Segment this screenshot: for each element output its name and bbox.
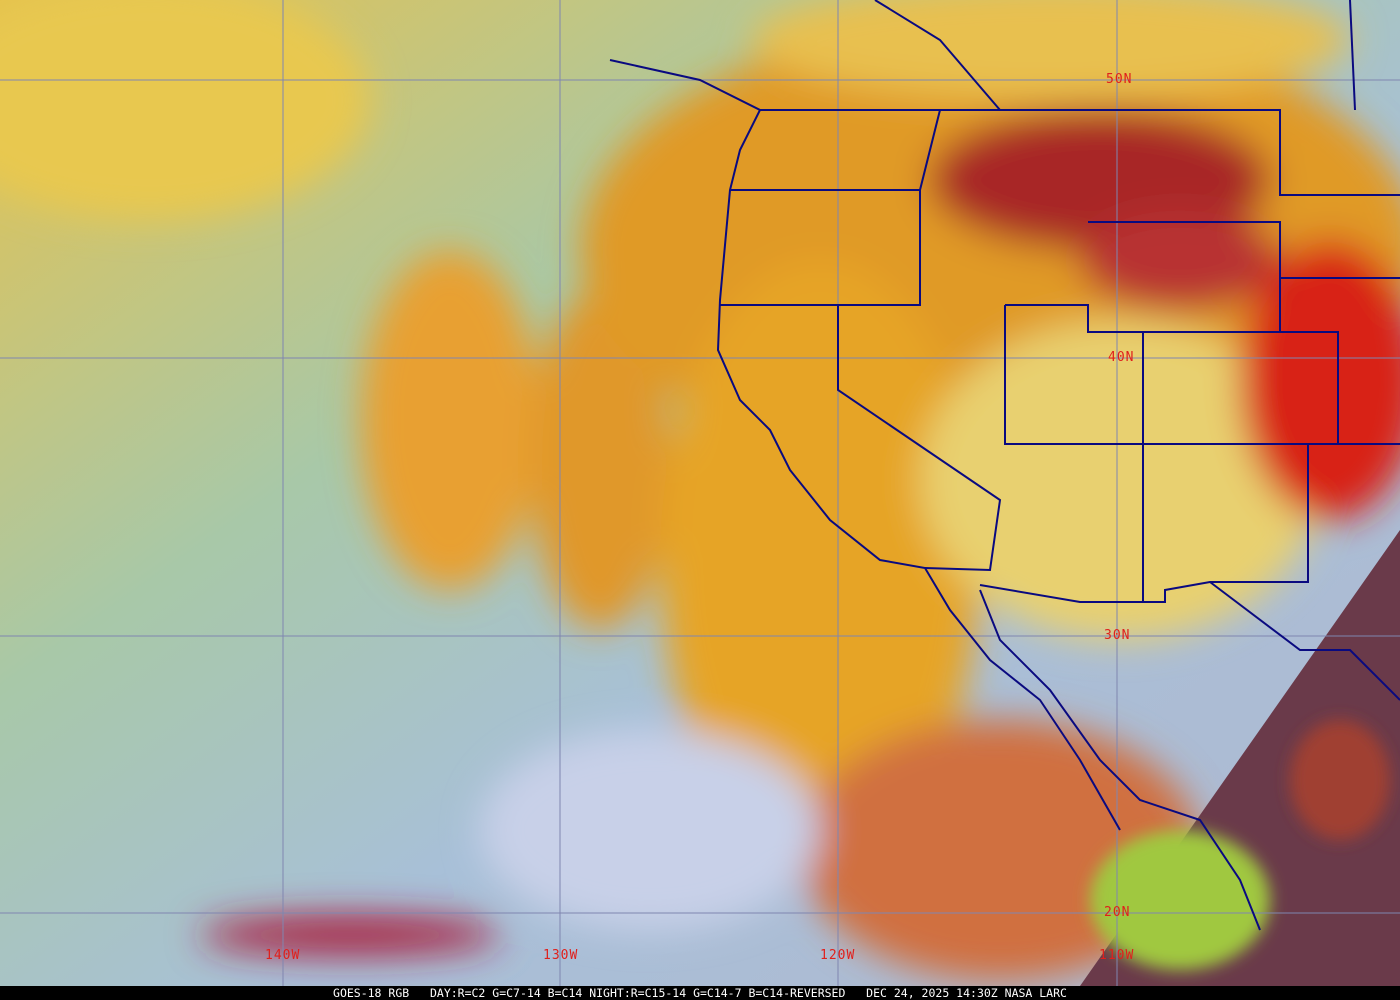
lon-label-120w: 120W [820,948,856,963]
caption-recipe: DAY:R=C2 G=C7-14 B=C14 NIGHT:R=C15-14 G=… [429,986,846,1000]
lat-label-20n: 20N [1104,905,1131,920]
lat-label-30n: 30N [1104,628,1131,643]
political-borders [609,0,1400,931]
lat-label-40n: 40N [1108,350,1135,365]
lon-label-110w: 110W [1099,948,1135,963]
lat-label-50n: 50N [1106,72,1133,87]
caption-timestamp: DEC 24, 2025 14:30Z NASA LARC [866,986,1067,1000]
image-caption: GOES-18 RGB DAY:R=C2 G=C7-14 B=C14 NIGHT… [0,986,1400,1000]
lon-label-140w: 140W [265,948,301,963]
lon-label-130w: 130W [543,948,579,963]
caption-product: GOES-18 RGB [333,986,410,1000]
